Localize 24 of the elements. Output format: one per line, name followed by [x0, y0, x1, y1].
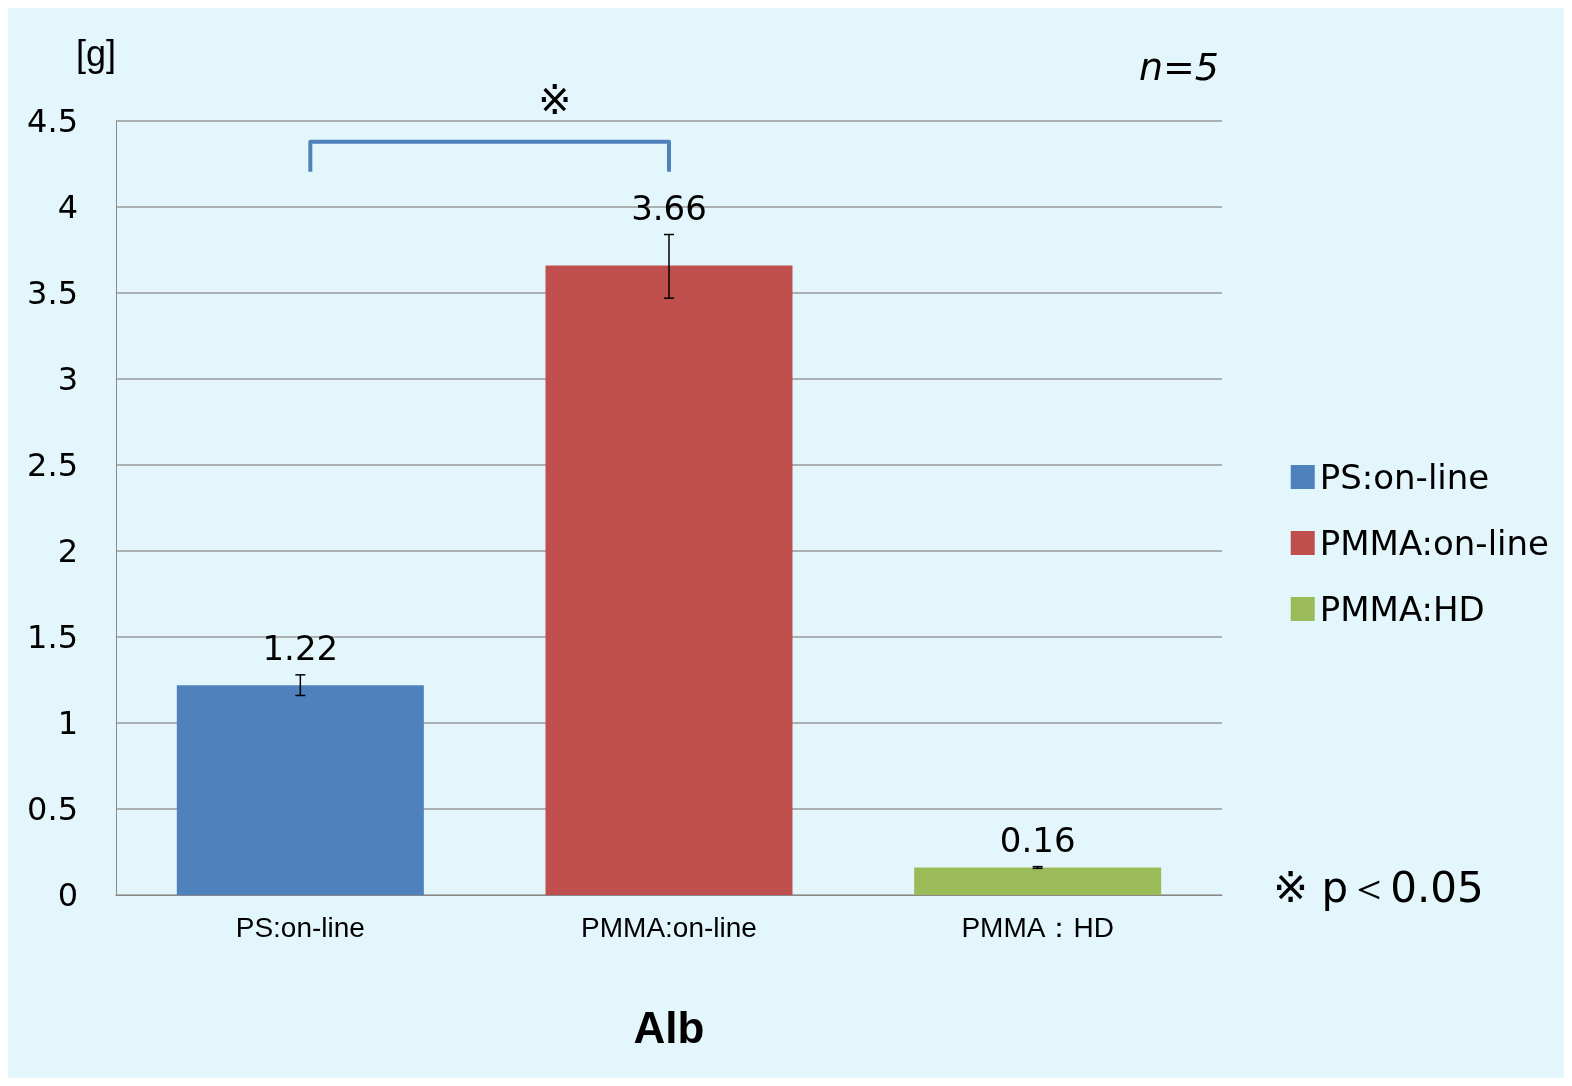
- legend-label: PMMA:HD: [1319, 589, 1485, 629]
- y-axis-title: [g]: [75, 32, 116, 74]
- y-tick-label: 0.5: [27, 790, 78, 828]
- y-tick-label: 4.5: [27, 102, 78, 140]
- x-tick-label: PS:on-line: [235, 911, 365, 943]
- y-tick-label: 0: [57, 876, 78, 914]
- legend-label: PS:on-line: [1319, 457, 1490, 497]
- text: n=5: [1138, 45, 1220, 89]
- y-tick-label: 3: [57, 360, 78, 398]
- x-tick-label: PMMA：HD: [961, 911, 1114, 943]
- legend-label: PMMA:on-line: [1319, 523, 1550, 563]
- y-tick-label: 1: [57, 704, 78, 742]
- y-tick-label: 2.5: [27, 446, 78, 484]
- y-tick-label: 1.5: [27, 618, 78, 656]
- data-label: 1.22: [262, 627, 339, 668]
- text: ※ p＜0.05: [1273, 862, 1484, 912]
- y-tick-label: 2: [57, 532, 78, 570]
- y-tick-label: 4: [57, 188, 78, 226]
- x-tick-label: PMMA:on-line: [581, 911, 757, 943]
- annotation: ※: [538, 77, 572, 123]
- x-axis-title: Alb: [633, 1002, 705, 1052]
- data-label: 0.16: [999, 819, 1076, 860]
- data-label: 3.66: [631, 187, 707, 228]
- y-tick-label: 3.5: [27, 274, 78, 312]
